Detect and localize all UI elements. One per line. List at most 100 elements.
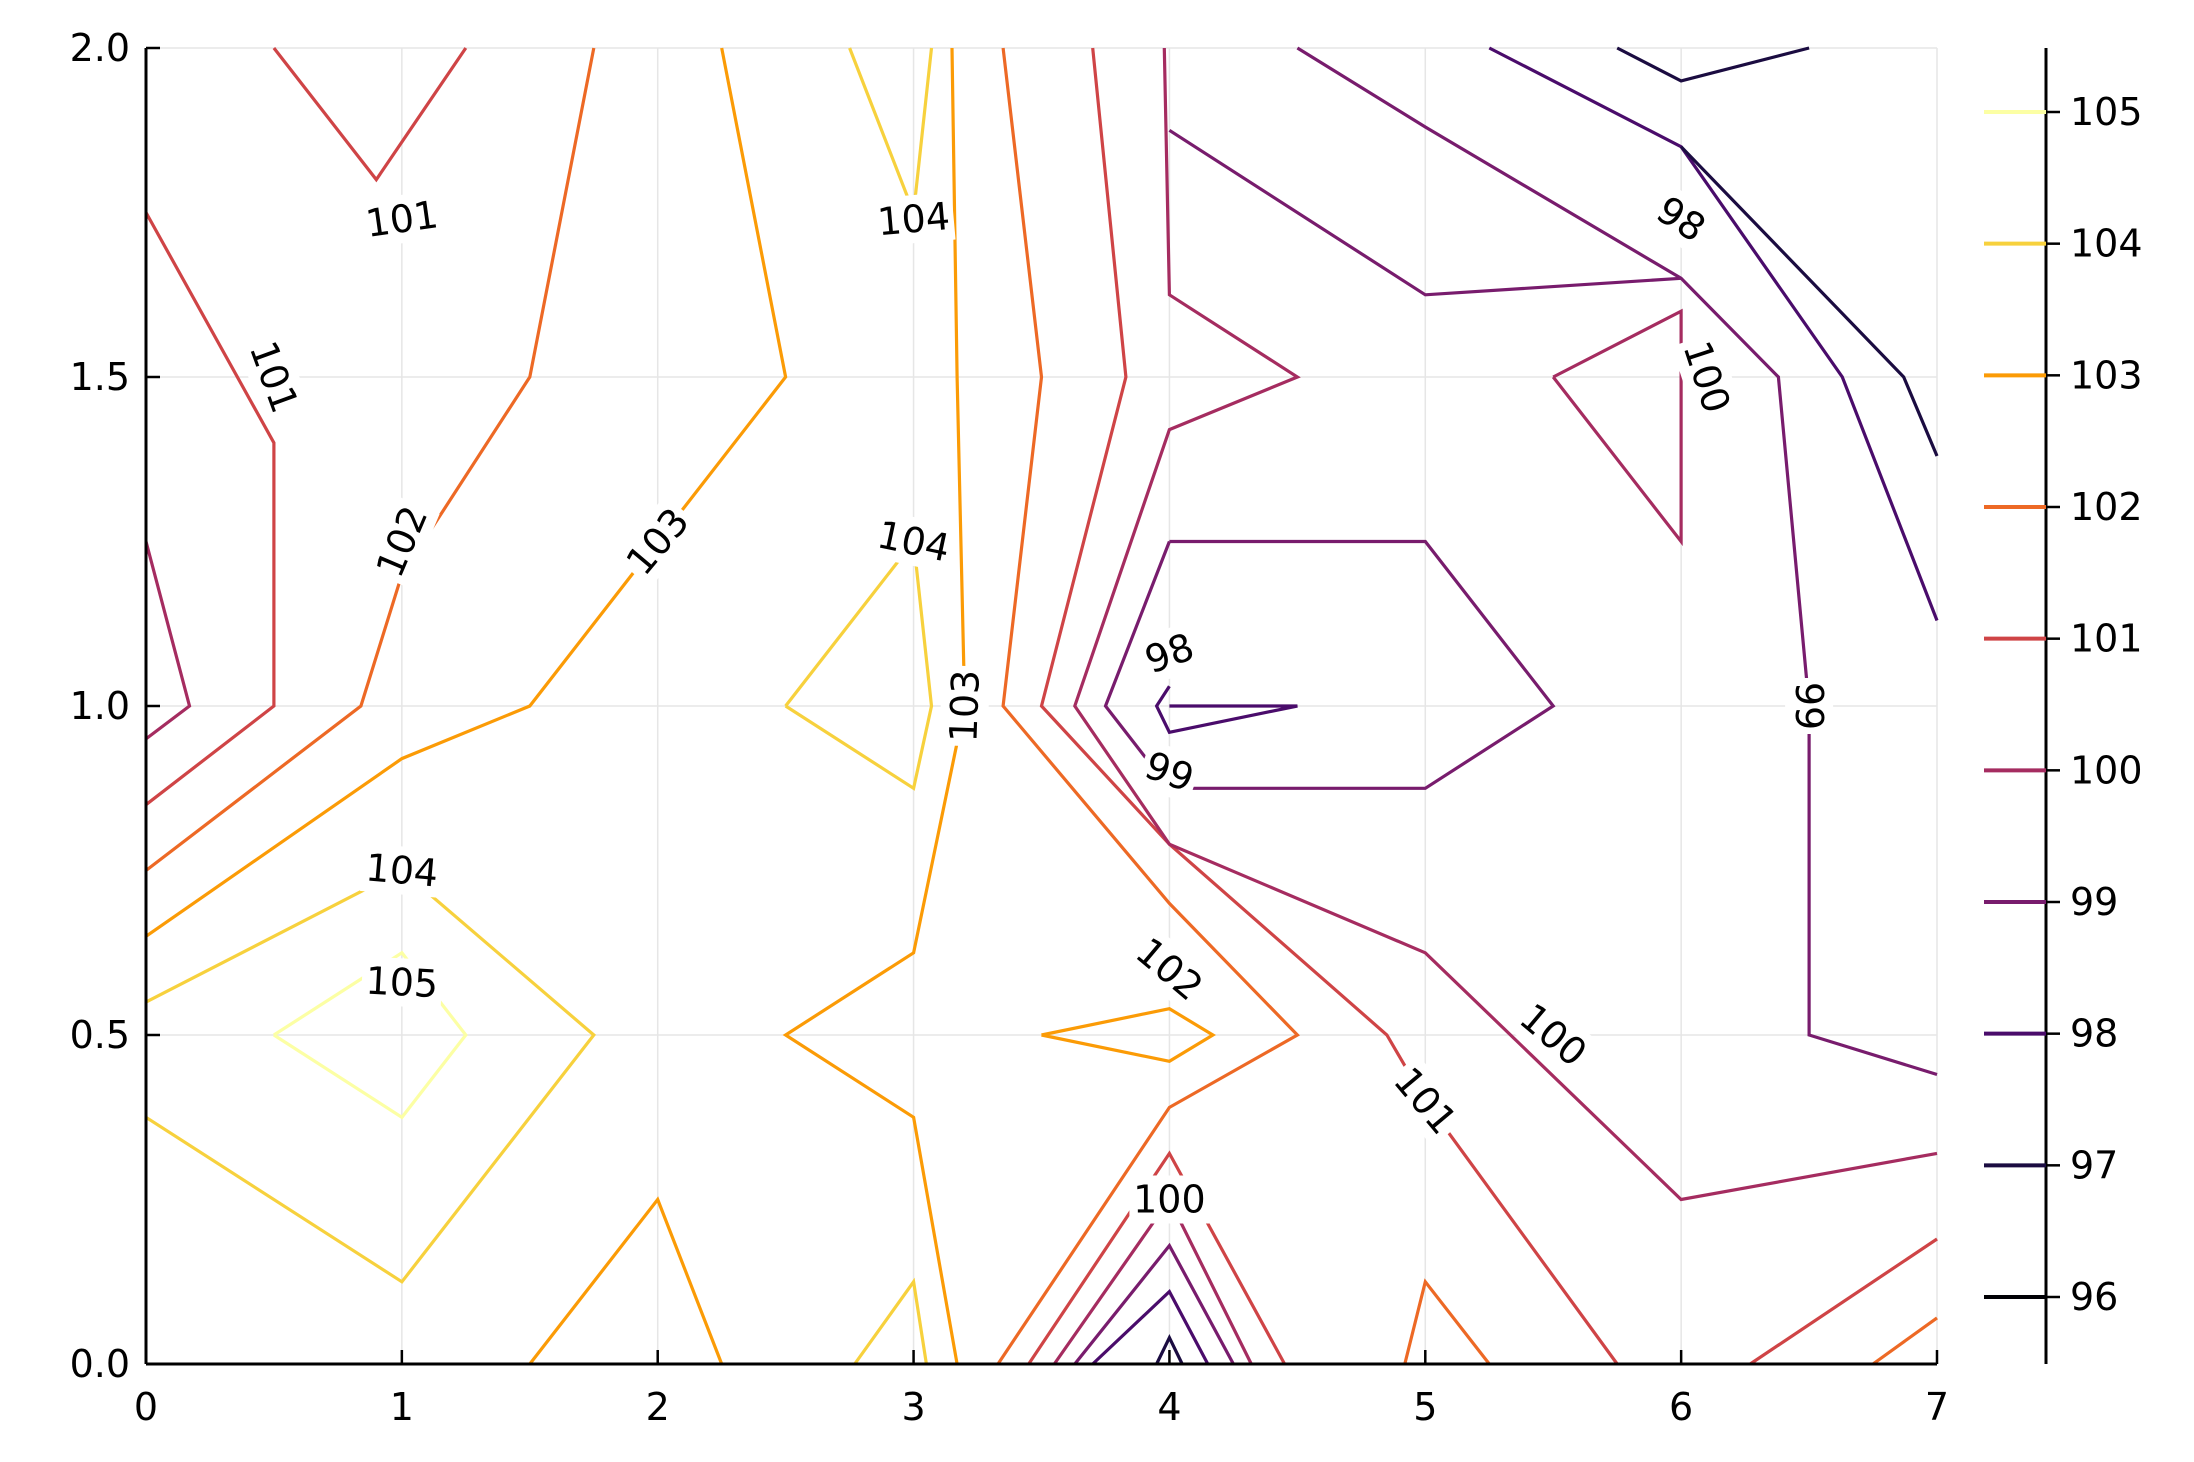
y-tick-label: 0.5 [70,1013,130,1057]
contour-line-99 [1103,539,1556,790]
contour-line-101 [1027,1150,1287,1365]
contour-label-backing [1671,331,1742,423]
contour-label-group: 100 [1671,331,1742,423]
colorbar-label: 101 [2070,617,2143,661]
contour-line-101 [272,47,468,183]
contour-label: 100 [1511,995,1595,1075]
contour-line-98 [1154,685,1298,735]
colorbar-label: 105 [2070,90,2143,134]
contour-line-101 [1749,1237,1938,1366]
contour-line-102 [1872,1316,1938,1366]
contour-label: 104 [364,845,440,895]
contour-label: 104 [874,512,954,570]
x-tick-label: 5 [1413,1385,1437,1429]
contour-label: 105 [365,959,440,1007]
x-tick-label: 2 [646,1385,670,1429]
colorbar-label: 97 [2070,1143,2118,1187]
contour-line-100 [1073,47,1938,1202]
contour-line-97 [1679,145,1939,457]
contour-label: 101 [1385,1059,1465,1143]
contour-label-backing [869,509,958,574]
contour-label-backing [237,331,311,423]
contour-label-group: 99 [1785,678,1834,734]
contour-label: 103 [618,500,698,584]
contour-label-group: 104 [359,843,444,898]
contour-line-102 [1403,1278,1491,1365]
contour-label: 102 [1127,929,1211,1009]
x-tick-label: 7 [1925,1385,1949,1429]
contour-labels: 101 104 101 98 100 102 103 104 98 103 99 99 104 105 10… [237,183,1834,1224]
contour-label: 99 [1787,682,1831,730]
contour-label: 104 [876,194,952,244]
contour-line-100 [144,541,192,741]
contour-line-100 [1551,308,1683,547]
contour-label-group: 101 [237,331,311,423]
contour-label-group: 105 [360,956,444,1009]
contour-label-group: 102 [364,495,440,588]
contour-label-group: 100 [1129,1175,1210,1224]
contour-line-98 [1488,46,1939,622]
contour-label-backing [1134,621,1204,686]
contour-label-group: 103 [939,665,991,747]
contour-line-98 [1091,1288,1210,1366]
y-tick-label: 0.0 [70,1342,130,1386]
x-tick-label: 0 [134,1385,158,1429]
contour-line-99 [1168,128,1682,297]
colorbar: 105 104 103 102 101 100 99 98 97 96 [1984,48,2143,1364]
contour-label-backing [1134,739,1204,804]
contour-label-backing [358,189,445,249]
contour-label-backing [360,956,444,1009]
contour-label-backing [1507,990,1600,1080]
y-tick-label: 1.0 [70,684,130,728]
contour-label-backing [613,495,702,588]
contour-label-group: 101 [1381,1054,1470,1147]
contour-label: 98 [1649,187,1714,250]
contour-label-backing [1123,925,1216,1014]
y-tick-label: 1.5 [70,355,130,399]
contour-line-103 [145,47,788,938]
contour-line-97 [1155,1334,1184,1365]
contour-label-group: 99 [1134,739,1204,804]
colorbar-label: 100 [2070,748,2143,792]
contour-label: 100 [1133,1178,1206,1222]
contour-label-group: 98 [1644,183,1718,255]
colorbar-label: 99 [2070,880,2118,924]
contour-label-backing [1644,183,1718,255]
contour-line-103 [782,47,967,1365]
contour-line-102 [996,47,1300,1365]
contour-line-104 [853,1277,928,1365]
contour-label-group: 100 [1507,990,1600,1080]
x-tick-label: 3 [901,1385,925,1429]
x-tick-label: 4 [1157,1385,1181,1429]
contour-label-backing [359,843,444,898]
contour-line-103 [1041,1007,1216,1063]
contour-line-104 [784,537,934,791]
contour-label: 103 [941,669,988,743]
contour-label-backing [1785,678,1834,734]
contour-line-97 [1616,46,1810,83]
contour-label: 101 [363,192,441,246]
contour-label: 101 [241,335,307,418]
colorbar-label: 102 [2070,485,2143,529]
contour-label-backing [871,191,956,247]
colorbar-label: 96 [2070,1275,2118,1319]
x-tick-label: 1 [390,1385,414,1429]
contour-label-group: 104 [871,191,956,247]
y-tick-label: 2.0 [70,26,130,70]
contour-line-99 [1073,1242,1235,1365]
contour-label-group: 103 [613,495,702,588]
contour-label-group: 101 [358,189,445,249]
contour-label-backing [1381,1054,1470,1147]
x-tick-label: 6 [1669,1385,1693,1429]
contour-label-group: 98 [1134,621,1204,686]
contour-label-group: 104 [869,509,958,574]
colorbar-label: 104 [2070,222,2143,266]
contour-line-104 [848,47,934,214]
contour-label-backing [364,495,440,588]
contour-label-backing [939,665,991,747]
contour-line-104 [145,868,596,1284]
colorbar-label: 103 [2070,353,2143,397]
contour-line-103 [528,1196,724,1365]
contour-line-105 [273,950,468,1120]
